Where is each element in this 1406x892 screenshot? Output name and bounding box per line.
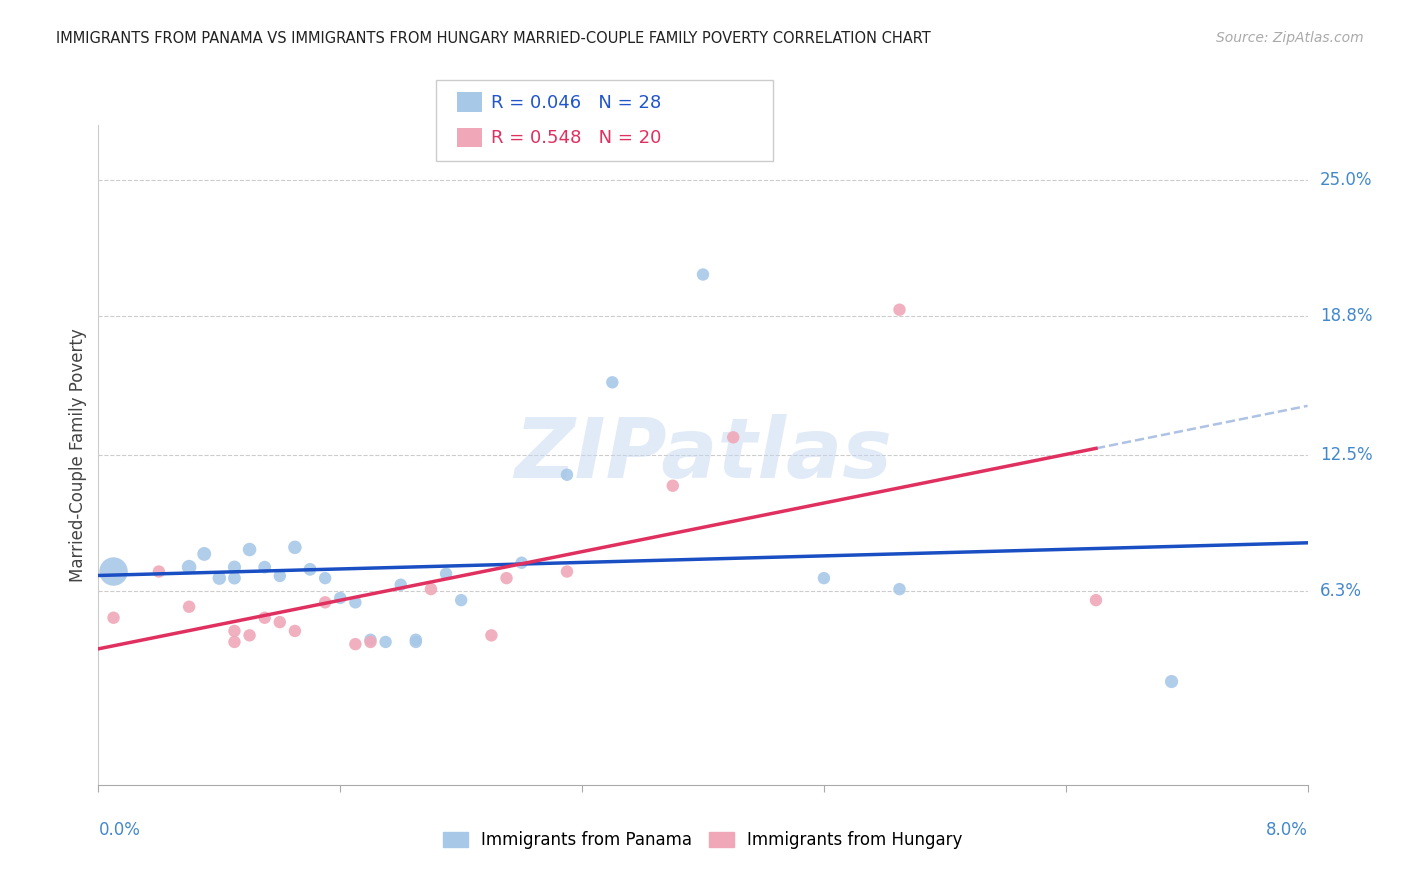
Point [359,635,381,649]
Point [224,571,246,585]
Point [1085,593,1108,607]
Point [224,635,246,649]
Point [450,593,472,607]
Point [374,635,396,649]
Point [329,591,352,605]
Point [723,430,745,444]
Text: ZIPatlas: ZIPatlas [515,415,891,495]
Point [405,635,427,649]
Text: 6.3%: 6.3% [1320,582,1361,600]
Text: IMMIGRANTS FROM PANAMA VS IMMIGRANTS FROM HUNGARY MARRIED-COUPLE FAMILY POVERTY : IMMIGRANTS FROM PANAMA VS IMMIGRANTS FRO… [56,31,931,46]
Point [314,571,336,585]
Point [344,637,367,651]
Point [510,556,533,570]
Point [224,560,246,574]
Point [555,467,578,482]
Point [269,615,291,629]
Point [813,571,835,585]
Point [434,566,457,581]
Text: 0.0%: 0.0% [98,822,141,839]
Point [239,542,262,557]
Text: 18.8%: 18.8% [1320,308,1372,326]
Point [661,479,683,493]
Point [253,560,276,574]
Point [224,624,246,638]
Point [389,578,412,592]
Text: R = 0.046   N = 28: R = 0.046 N = 28 [491,94,661,112]
Point [889,302,911,317]
Point [314,595,336,609]
Point [889,582,911,596]
Point [253,611,276,625]
Point [359,632,381,647]
Point [495,571,517,585]
Point [602,376,624,390]
Text: 8.0%: 8.0% [1265,822,1308,839]
Y-axis label: Married-Couple Family Poverty: Married-Couple Family Poverty [69,328,87,582]
Point [284,624,307,638]
Text: 25.0%: 25.0% [1320,171,1372,189]
Point [239,628,262,642]
Point [179,599,201,614]
Text: R = 0.548   N = 20: R = 0.548 N = 20 [491,129,661,147]
Point [405,632,427,647]
Point [208,571,231,585]
Point [555,565,578,579]
Text: 12.5%: 12.5% [1320,446,1372,464]
Point [193,547,215,561]
Point [479,628,503,642]
Point [419,582,441,596]
Text: Source: ZipAtlas.com: Source: ZipAtlas.com [1216,31,1364,45]
Point [1160,674,1182,689]
Point [179,560,201,574]
Legend: Immigrants from Panama, Immigrants from Hungary: Immigrants from Panama, Immigrants from … [436,824,970,855]
Point [299,562,322,576]
Point [103,611,125,625]
Point [269,569,291,583]
Point [148,565,170,579]
Point [692,268,714,282]
Point [344,595,367,609]
Point [103,565,125,579]
Point [284,541,307,555]
